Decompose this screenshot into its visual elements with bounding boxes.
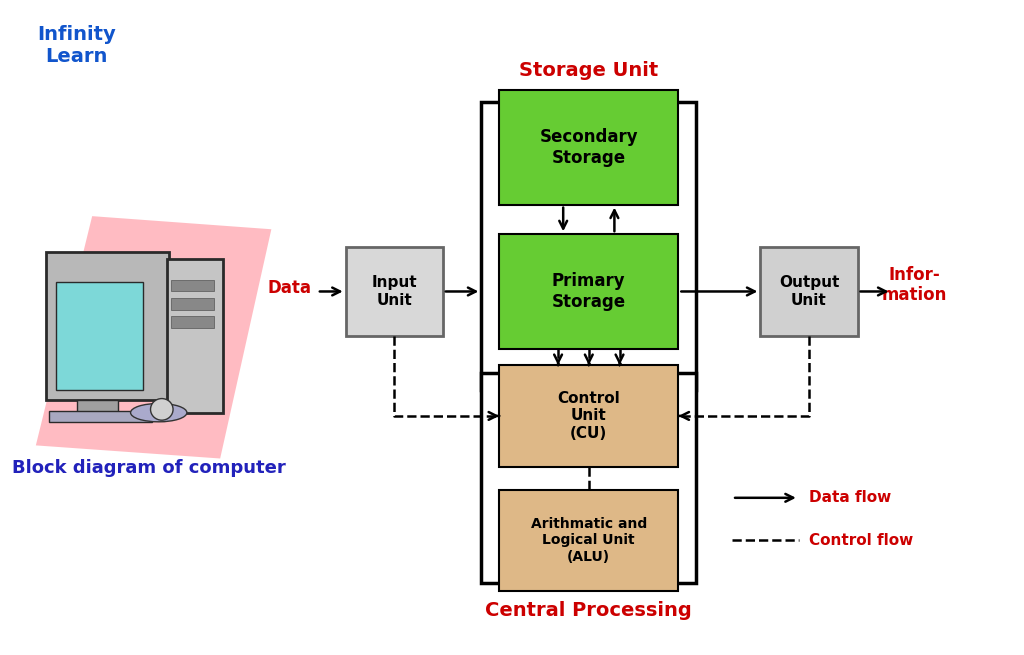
Bar <box>46 252 169 400</box>
Bar <box>760 247 858 335</box>
Bar <box>49 411 152 422</box>
Bar <box>171 298 214 310</box>
Text: Primary
Storage: Primary Storage <box>552 272 626 311</box>
Text: Infor-
mation: Infor- mation <box>882 265 946 305</box>
Bar <box>499 234 678 348</box>
Bar <box>499 490 678 591</box>
Text: Secondary
Storage: Secondary Storage <box>540 128 638 167</box>
Text: Data flow: Data flow <box>809 491 891 505</box>
Bar <box>499 365 678 466</box>
Text: Control
Unit
(CU): Control Unit (CU) <box>557 391 621 441</box>
Polygon shape <box>36 216 271 458</box>
Text: Data: Data <box>267 279 311 297</box>
Text: Control flow: Control flow <box>809 533 913 548</box>
Bar <box>481 373 696 583</box>
Bar <box>167 259 223 413</box>
Text: Arithmatic and
Logical Unit
(ALU): Arithmatic and Logical Unit (ALU) <box>530 517 647 563</box>
Bar <box>171 280 214 291</box>
Bar <box>499 90 678 204</box>
Text: Infinity
Learn: Infinity Learn <box>38 26 116 66</box>
Bar <box>77 400 118 416</box>
Ellipse shape <box>131 403 186 422</box>
Text: Storage Unit: Storage Unit <box>519 60 658 80</box>
Text: Central Processing: Central Processing <box>485 601 692 620</box>
Text: Input
Unit: Input Unit <box>372 275 417 308</box>
Bar <box>171 316 214 328</box>
Bar <box>481 102 696 390</box>
Bar <box>346 247 442 335</box>
Bar <box>56 282 143 390</box>
Text: Block diagram of computer: Block diagram of computer <box>11 459 286 477</box>
Text: Output
Unit: Output Unit <box>779 275 839 308</box>
Ellipse shape <box>151 398 173 421</box>
